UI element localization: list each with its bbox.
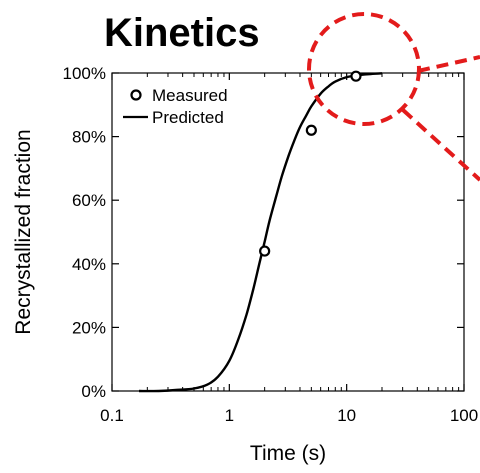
predicted-line bbox=[138, 72, 383, 393]
legend-marker-measured bbox=[130, 89, 142, 101]
y-tick-label: 0% bbox=[81, 382, 106, 401]
x-tick-labels: 0.1 1 10 100 bbox=[100, 406, 478, 425]
zoom-line-lower bbox=[401, 108, 480, 182]
highlight-circle bbox=[307, 12, 421, 126]
y-tick-label: 20% bbox=[72, 318, 106, 337]
legend: Measured Predicted bbox=[123, 86, 228, 127]
legend-label-predicted: Predicted bbox=[152, 108, 224, 127]
y-tick-label: 100% bbox=[63, 64, 106, 83]
y-tick-label: 80% bbox=[72, 128, 106, 147]
x-tick-label: 10 bbox=[337, 406, 356, 425]
y-tick-labels: 0% 20% 40% 60% 80% 100% bbox=[63, 64, 106, 401]
series-layer bbox=[138, 70, 383, 393]
zoom-highlight bbox=[307, 12, 480, 182]
y-axis-title: Recrystallized fraction bbox=[12, 129, 35, 334]
x-tick-label: 1 bbox=[225, 406, 234, 425]
x-axis-title: Time (s) bbox=[250, 442, 326, 465]
x-tick-label: 0.1 bbox=[100, 406, 124, 425]
x-tick-label: 100 bbox=[450, 406, 478, 425]
chart-title: Kinetics bbox=[104, 11, 260, 55]
measured-point bbox=[350, 70, 362, 82]
legend-label-measured: Measured bbox=[152, 86, 228, 105]
measured-point bbox=[305, 124, 317, 136]
plot-area-frame bbox=[111, 72, 465, 392]
y-tick-label: 60% bbox=[72, 191, 106, 210]
measured-point bbox=[259, 245, 271, 257]
zoom-line-upper bbox=[417, 55, 480, 73]
y-tick-label: 40% bbox=[72, 255, 106, 274]
